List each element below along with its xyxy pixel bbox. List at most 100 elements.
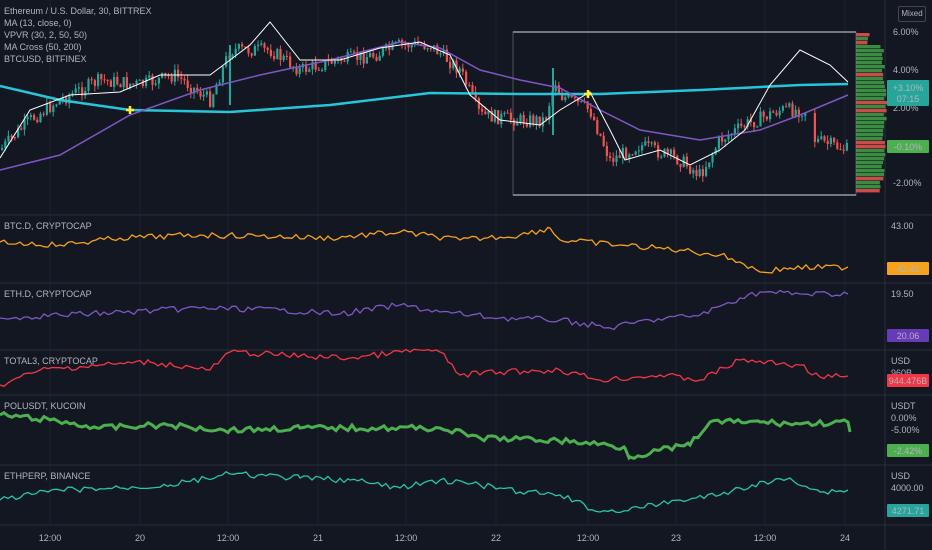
candle [846, 143, 848, 150]
price-axis[interactable]: 6.00% 4.00% 2.00% -2.00% +3.10%07:15 -0.10% [887, 27, 929, 188]
candle [638, 150, 640, 151]
pane-last-value: 20.06 [897, 331, 920, 341]
vpvr-bar [856, 53, 882, 56]
candle [222, 66, 224, 82]
candle [116, 77, 118, 84]
candle [11, 136, 13, 137]
candle [148, 75, 150, 77]
candle [372, 53, 374, 57]
legend-line: VPVR (30, 2, 50, 50) [4, 30, 87, 40]
pane-axis-tick: USD [891, 471, 911, 481]
bar-countdown: 07:15 [897, 94, 920, 104]
candle [33, 115, 35, 120]
vpvr-bar [856, 125, 884, 128]
pane-last-value: 944.476B [889, 376, 928, 386]
candle [75, 89, 77, 94]
candle [801, 116, 803, 117]
vpvr-bar [856, 65, 885, 68]
pane-title: ETH.D, CRYPTOCAP [4, 289, 92, 299]
candle [113, 77, 115, 87]
candle [235, 49, 237, 55]
candle [183, 79, 185, 81]
candle [289, 56, 291, 67]
candle [209, 91, 211, 106]
candle [177, 70, 179, 77]
candle [187, 81, 189, 88]
candle [369, 53, 371, 57]
candle [673, 150, 675, 156]
time-axis[interactable]: 12:00 20 12:00 21 12:00 22 12:00 23 12:00 24 [39, 533, 850, 543]
scale-mode-toggle[interactable]: Mixed [898, 6, 926, 22]
candle [615, 155, 617, 162]
time-axis-label: 12:00 [217, 533, 240, 543]
candle [100, 74, 102, 79]
candle [702, 169, 704, 176]
pane-series-line [0, 349, 848, 386]
candle [692, 170, 694, 173]
time-axis-label: 12:00 [754, 533, 777, 543]
candle [462, 68, 464, 71]
candle [375, 57, 377, 61]
candle [449, 62, 451, 68]
candle [270, 50, 272, 56]
candle [103, 79, 105, 80]
candle [737, 124, 739, 129]
time-axis-label: 12:00 [395, 533, 418, 543]
candle [695, 170, 697, 176]
candle [145, 78, 147, 86]
candle [273, 56, 275, 59]
pane-title: BTC.D, CRYPTOCAP [4, 221, 92, 231]
pane-series-line [0, 227, 848, 273]
vpvr-bar [856, 137, 882, 140]
vpvr-bar [856, 185, 880, 188]
candle [180, 77, 182, 79]
vpvr-bar [856, 129, 883, 132]
candle [743, 126, 745, 127]
candle [199, 92, 201, 97]
pane-axis-tick: 4000.00 [891, 483, 924, 493]
candle [139, 80, 141, 81]
candle [219, 82, 221, 84]
candle [1, 148, 3, 150]
legend-line: BTCUSD, BITFINEX [4, 54, 87, 64]
vpvr-bar [856, 81, 884, 84]
candle [644, 141, 646, 145]
time-axis-label: 23 [671, 533, 681, 543]
ma-cross-marker [584, 90, 592, 98]
candle [641, 145, 643, 150]
candle [49, 103, 51, 112]
pane-title: TOTAL3, CRYPTOCAP [4, 356, 98, 366]
candle [331, 61, 333, 64]
vpvr-bar [856, 169, 884, 172]
candle [647, 141, 649, 143]
candle [347, 52, 349, 62]
time-axis-label: 22 [491, 533, 501, 543]
moving-averages [0, 22, 848, 170]
candle [555, 85, 557, 91]
candle [827, 141, 829, 144]
candle [657, 145, 659, 157]
candle [769, 111, 771, 119]
candle [155, 84, 157, 85]
candle [247, 48, 249, 54]
candle [823, 136, 825, 140]
candle [251, 53, 253, 55]
candle [779, 111, 781, 115]
candle [119, 84, 121, 87]
last-price-value: +3.10% [893, 83, 924, 93]
vpvr-bar [856, 157, 884, 160]
compare-value: -0.10% [894, 142, 923, 152]
candle [407, 44, 409, 47]
vpvr-bar [856, 149, 884, 152]
candle [820, 136, 822, 139]
candle [817, 139, 819, 142]
candle [830, 138, 832, 144]
candle [484, 112, 486, 115]
candle [430, 48, 432, 49]
candle [279, 49, 281, 60]
candle [593, 117, 595, 120]
candle [529, 115, 531, 126]
candle [689, 166, 691, 173]
candle [724, 140, 726, 142]
